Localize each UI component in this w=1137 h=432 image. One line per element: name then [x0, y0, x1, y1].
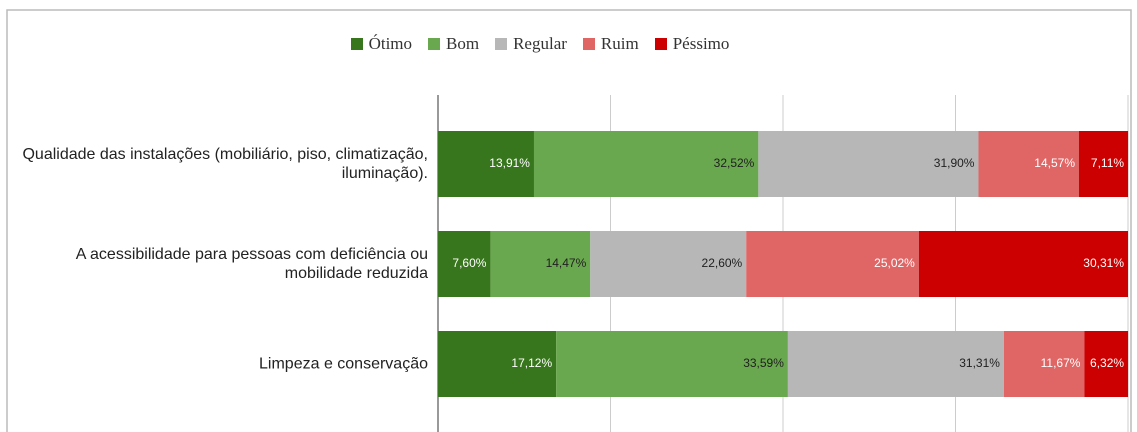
legend-label: Péssimo — [672, 34, 730, 53]
legend-swatch — [654, 38, 667, 50]
frame — [6, 9, 1132, 432]
legend-label: Ótimo — [368, 34, 413, 53]
bar-segment — [438, 131, 534, 197]
legend-label: Ruim — [600, 34, 639, 53]
value-label: 32,52% — [714, 156, 755, 170]
legend-item: Ruim — [582, 34, 639, 54]
legend-label: Bom — [446, 34, 480, 53]
bar-segment — [556, 331, 788, 397]
legend-label: Regular — [513, 34, 567, 53]
legend-swatch — [495, 38, 508, 50]
legend-item: Ótimo — [350, 34, 413, 54]
value-label: 25,02% — [874, 256, 915, 270]
legend-item: Bom — [428, 34, 479, 54]
value-label: 31,90% — [934, 156, 975, 170]
value-label: 22,60% — [702, 256, 743, 270]
value-label: 30,31% — [1083, 256, 1124, 270]
category-label: Limpeza e conservação — [259, 355, 428, 373]
value-label: 14,57% — [1034, 156, 1075, 170]
value-label: 13,91% — [489, 156, 530, 170]
bar-segment — [978, 131, 1080, 197]
bar-segment — [533, 131, 759, 197]
value-label: 31,31% — [959, 356, 1000, 370]
category-label: Qualidade das instalações (mobiliário, p… — [22, 146, 428, 182]
bar-segment — [758, 131, 979, 197]
category-label: A acessibilidade para pessoas com defici… — [75, 246, 428, 282]
bar-segment — [787, 331, 1004, 397]
bar-segment — [438, 331, 557, 397]
bar-segment — [490, 231, 591, 297]
value-label: 33,59% — [743, 356, 784, 370]
value-label: 17,12% — [511, 356, 552, 370]
value-label: 6,32% — [1090, 356, 1124, 370]
bar-segment — [918, 231, 1128, 297]
legend-swatch — [428, 38, 441, 50]
legend-swatch — [350, 38, 363, 50]
value-label: 7,60% — [452, 256, 486, 270]
bar-segment — [1003, 331, 1085, 397]
legend: Ótimo Bom Regular Ruim Péssimo — [0, 34, 1080, 54]
legend-item: Péssimo — [654, 34, 730, 54]
value-label: 14,47% — [546, 256, 587, 270]
bar-segment — [1084, 331, 1129, 397]
value-label: 11,67% — [1041, 356, 1081, 370]
legend-item: Regular — [495, 34, 567, 54]
legend-swatch — [582, 38, 595, 50]
value-label: 7,11% — [1091, 156, 1124, 170]
bar-segment — [746, 231, 919, 297]
bar-segment — [590, 231, 747, 297]
bar-segment — [1079, 131, 1129, 197]
bar-segment — [438, 231, 491, 297]
